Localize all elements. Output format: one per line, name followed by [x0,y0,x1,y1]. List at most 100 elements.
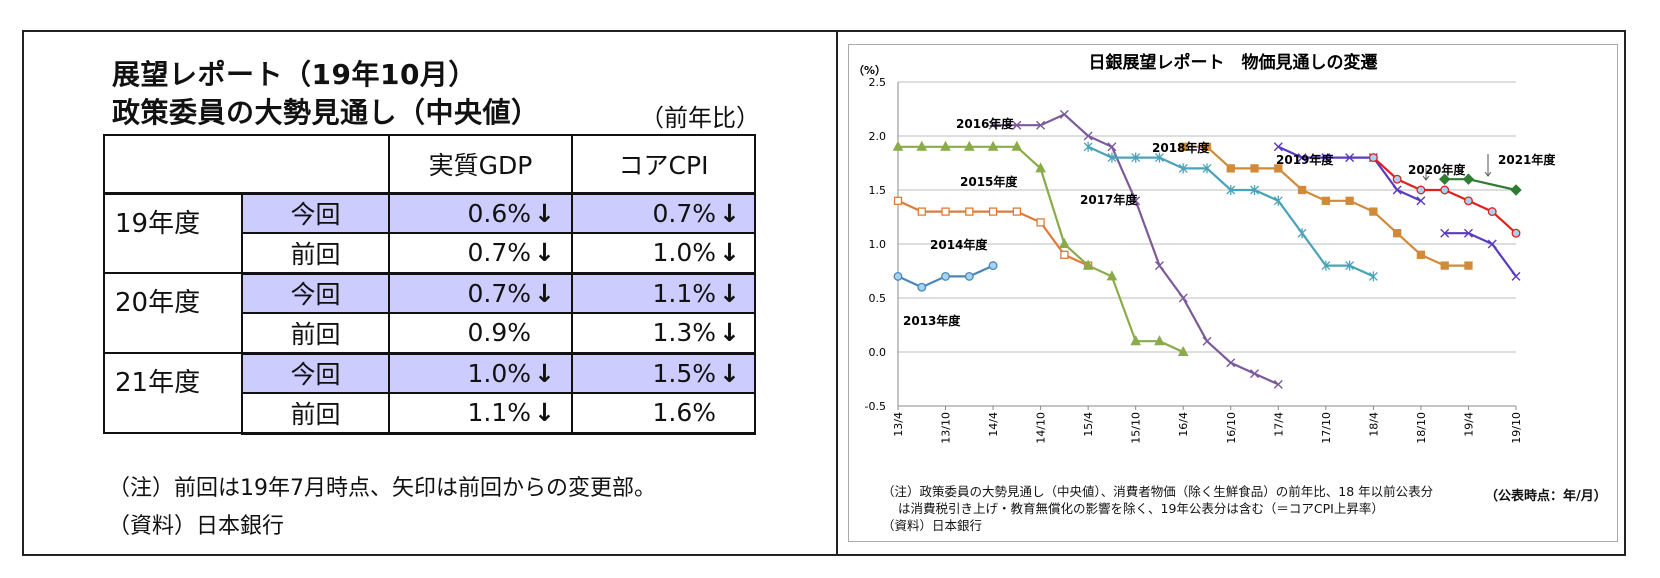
data-point [1202,142,1212,151]
gdp-value: 0.7% [467,278,531,308]
down-arrow-icon: ↓ [534,278,555,308]
data-point [893,196,903,205]
title-line2: 政策委員の大勢見通し（中央値） [112,96,540,129]
data-point [916,140,928,151]
cpi-cell: 0.7% ↓ [571,192,756,234]
data-point [1035,162,1046,173]
left-note-2: （資料）日本銀行 [108,514,285,539]
down-arrow-icon: ↓ [534,238,555,268]
table-row: 前回 0.7% ↓ 1.0% ↓ [104,232,756,275]
table-row: 前回 0.9% 1.3% ↓ [104,312,756,355]
x-tick-label: 19/4 [1462,412,1475,437]
left-notes: （注）前回は19年7月時点、矢印は前回からの変更部。 （資料）日本銀行 [108,470,656,546]
data-point [1392,174,1402,184]
data-point [1464,196,1473,206]
chart-notes: （注）政策委員の大勢見通し（中央値）、消費者物価（除く生鮮食品）の前年比、18 … [882,483,1433,534]
down-arrow-icon: ↓ [719,238,740,268]
data-point [1106,270,1118,281]
series-line [1444,232,1517,278]
data-point [1082,259,1094,270]
series-label: 2021年度 [1498,152,1556,167]
year-cell: 21年度 [103,352,243,434]
x-tick-label: 13/10 [940,412,953,444]
data-point [1179,142,1188,151]
down-arrow-icon: ↓ [719,358,740,388]
type-cell: 今回 [242,272,390,314]
x-tick-label: 17/4 [1272,412,1285,437]
data-point [1440,228,1450,238]
yoy-label: （前年比） [640,104,760,132]
series-label: 2013年度 [903,313,961,328]
panel-divider [836,30,838,556]
series-label: 2019年度 [1276,152,1334,167]
data-point [1226,164,1235,173]
type-cell: 今回 [242,352,390,394]
data-point [1059,237,1070,248]
gdp-value: 0.7% [467,238,531,268]
x-tick-label: 18/10 [1415,412,1428,444]
y-tick-label: 2.0 [869,130,887,143]
data-point [987,140,999,151]
data-point [1416,250,1426,259]
data-point [1107,142,1117,152]
cpi-value: 1.1% [652,278,716,308]
cpi-value: 0.7% [652,198,716,228]
gdp-value: 1.1% [467,398,531,428]
data-point [1250,164,1259,173]
data-point [964,271,974,281]
data-point [892,140,904,151]
table-row: 19年度 今回 0.6% ↓ 0.7% ↓ [103,192,756,274]
data-point [963,140,975,151]
data-point [1393,229,1402,238]
title-line1: 展望レポート（19年10月） [112,58,477,91]
table-header-row: 実質GDP コアCPI [103,134,756,195]
data-point [941,207,950,216]
header-gdp: 実質GDP [388,134,573,195]
y-tick-label: -0.5 [865,400,886,413]
data-point [1107,152,1117,163]
data-point [1226,185,1236,195]
gdp-cell: 0.7% ↓ [388,232,573,275]
down-arrow-icon: ↓ [534,398,555,428]
data-point [917,207,926,216]
series-line [1444,178,1517,192]
series-label: 2017年度 [1080,192,1138,207]
x-tick-label: 14/4 [987,412,1000,437]
left-title: 展望レポート（19年10月） 政策委員の大勢見通し（中央値） [112,56,540,132]
data-point [1392,185,1402,195]
x-tick-label: 16/4 [1177,412,1190,437]
forecast-table: 実質GDP コアCPI 19年度 今回 0.6% ↓ 0.7% ↓ 前回 0.7% ↓… [103,134,756,435]
data-point [1438,173,1451,185]
data-point [1202,163,1212,174]
data-point [1416,185,1426,195]
data-point [1368,271,1378,282]
data-point [1369,207,1378,216]
cpi-value: 1.0% [652,238,716,268]
data-point [1155,152,1164,163]
down-arrow-icon: ↓ [719,278,740,308]
y-tick-label: 0.5 [869,292,887,305]
cpi-cell: 1.6% [571,392,756,435]
data-point [1321,260,1331,271]
y-axis-label: （%） [853,64,886,77]
data-point [1487,239,1497,249]
x-tick-label: 15/4 [1082,412,1095,437]
series-label: 2016年度 [956,116,1014,131]
data-point [1250,369,1260,379]
data-point [1273,379,1283,389]
data-point [1012,120,1022,130]
x-tick-label: 19/10 [1510,412,1523,444]
data-point [1345,153,1355,163]
gdp-value: 1.0% [467,358,531,388]
data-point [1083,141,1093,152]
cpi-value: 1.5% [652,358,716,388]
series-label: 2020年度 [1408,162,1466,177]
data-point [893,271,903,281]
data-point [1511,228,1521,238]
y-tick-label: 0.0 [869,346,887,359]
gdp-cell: 0.7% ↓ [388,272,573,314]
data-point [1273,142,1283,152]
chart-frame [848,44,1618,542]
data-point [1131,196,1141,206]
header-cpi: コアCPI [571,134,756,195]
